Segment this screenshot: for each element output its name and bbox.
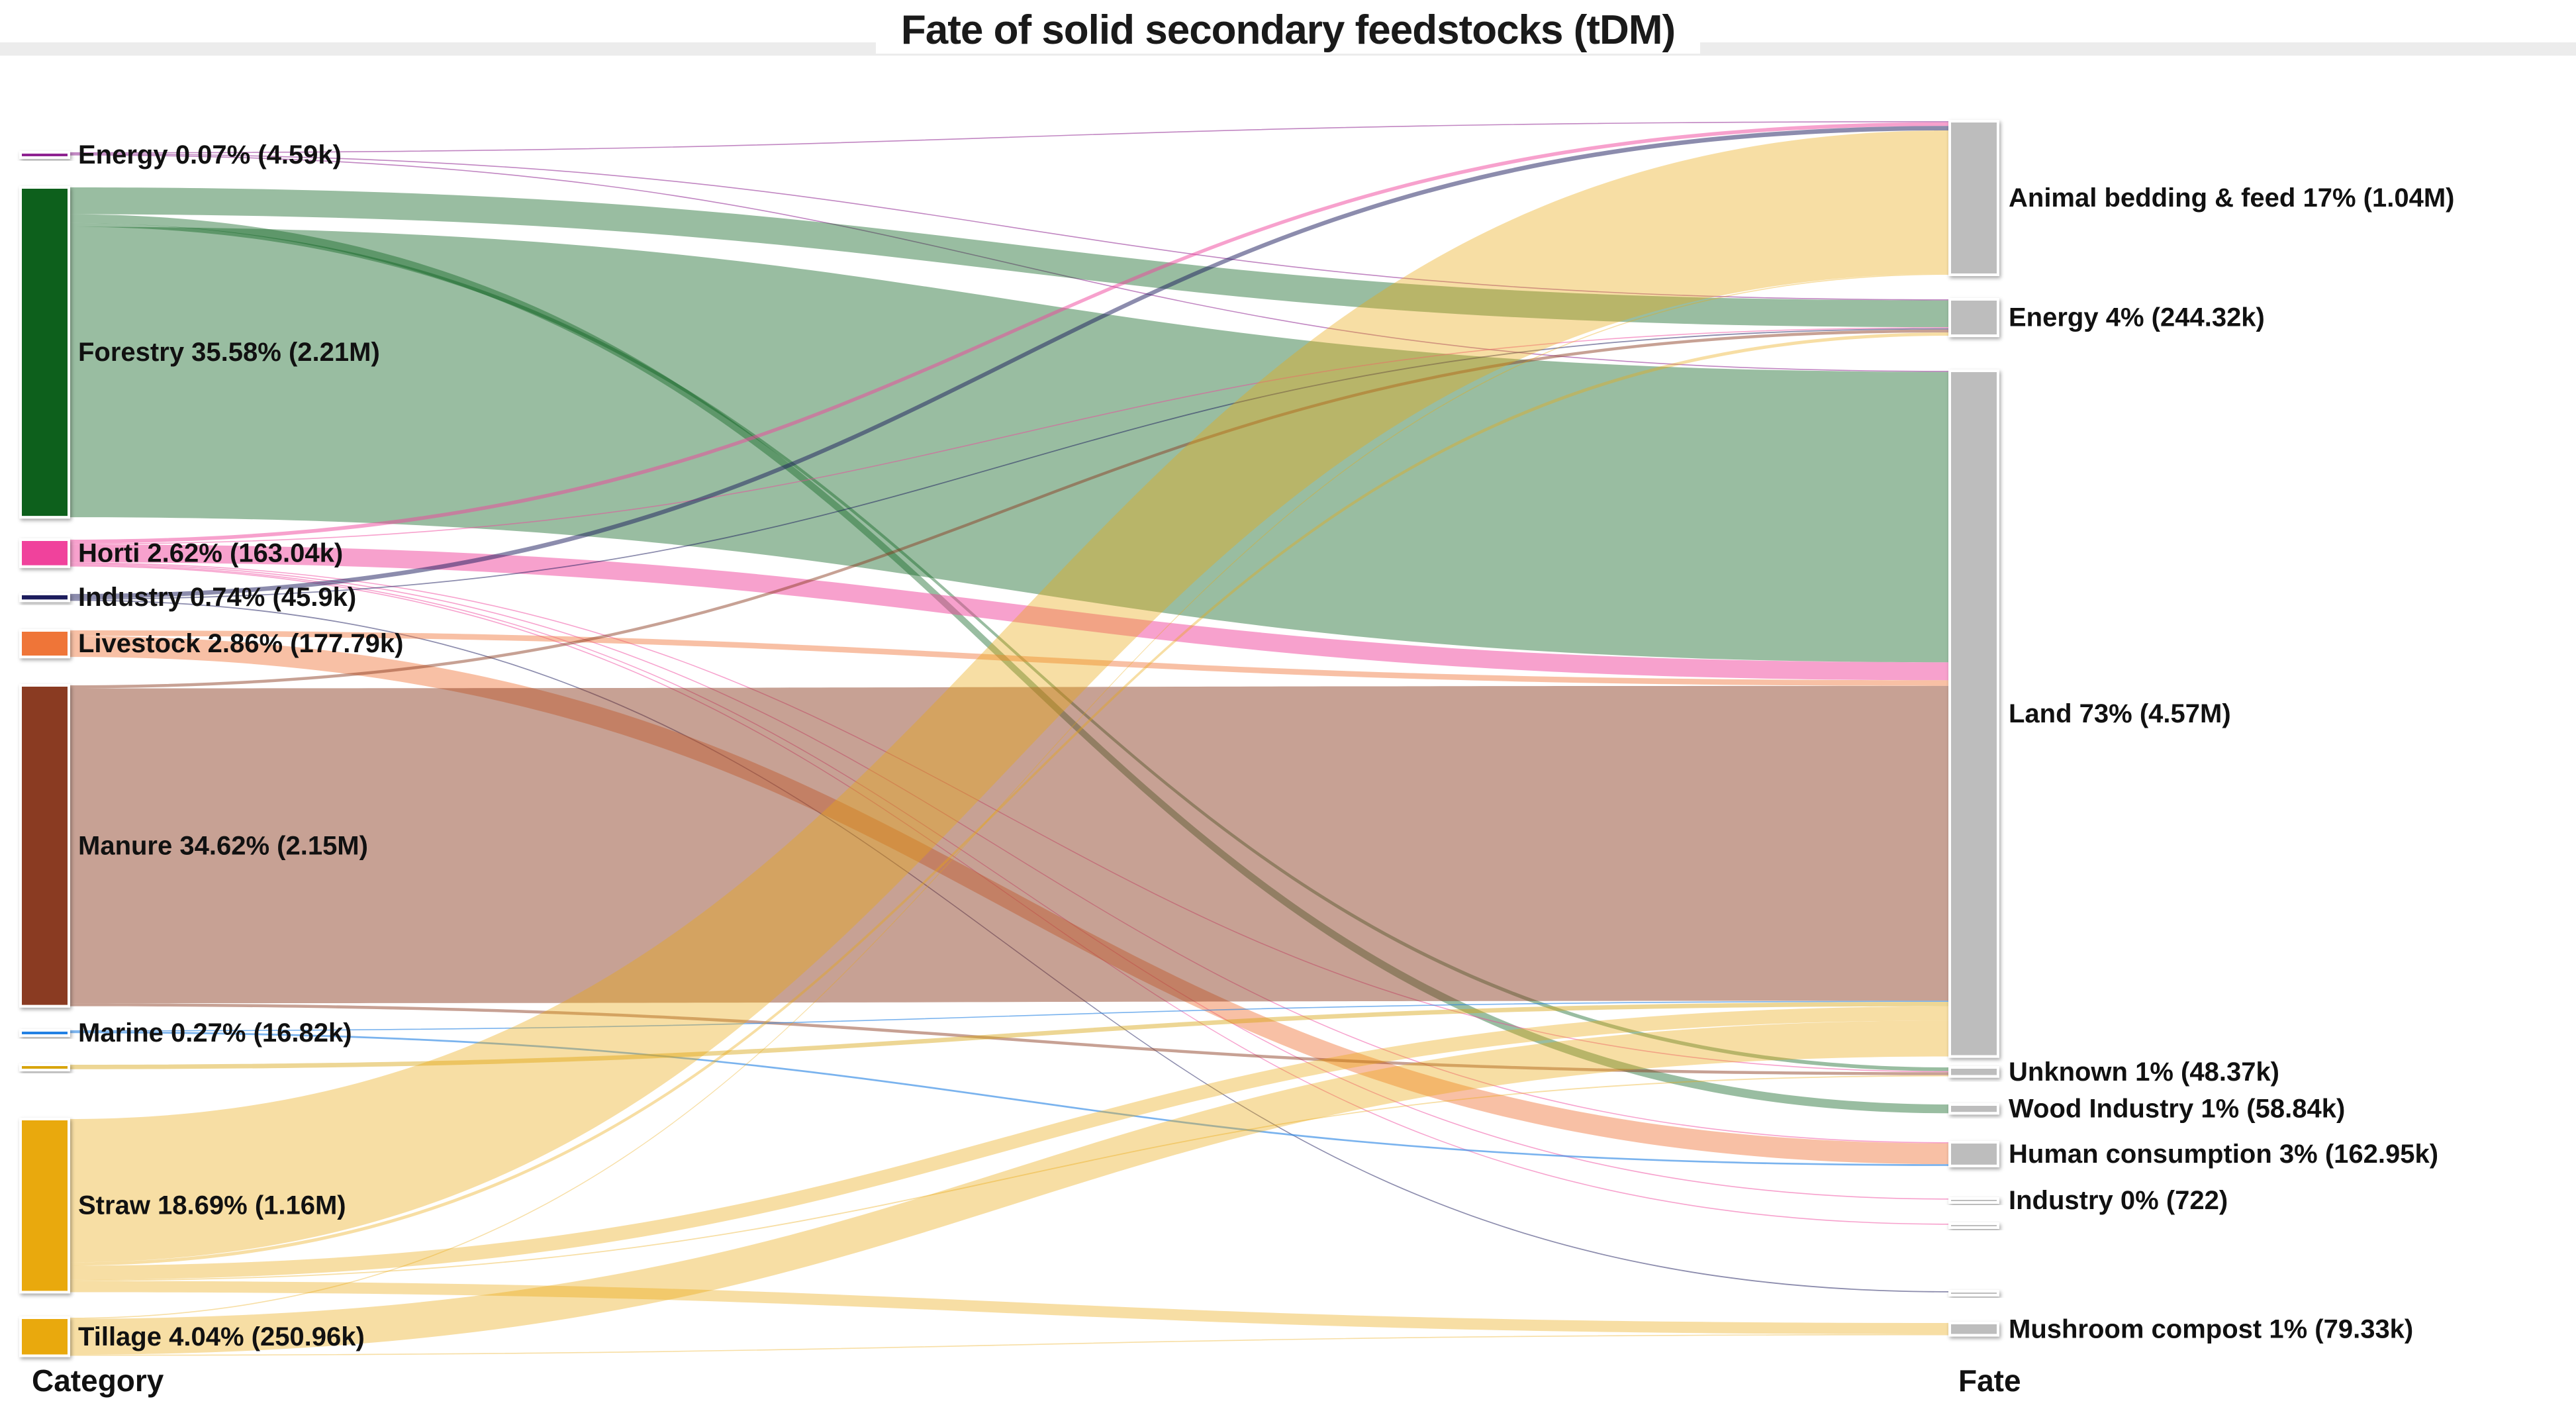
sankey-node-other_right_2[interactable] bbox=[1948, 1290, 1999, 1297]
sankey-labels-layer: Energy 0.07% (4.59k) Forestry 35.58% (2.2… bbox=[78, 140, 2454, 1351]
sankey-link-industry-other_right_2[interactable] bbox=[69, 599, 1950, 1293]
sankey-node-other_left[interactable] bbox=[19, 1063, 70, 1071]
sankey-node-straw[interactable] bbox=[19, 1118, 70, 1294]
sankey-link-straw-energy_fate[interactable] bbox=[69, 332, 1950, 1266]
sankey-link-horti-human_consumption[interactable] bbox=[69, 563, 1950, 1144]
chart-title-text: Fate of solid secondary feedstocks (tDM) bbox=[875, 7, 1701, 54]
sankey-node-tillage[interactable] bbox=[19, 1316, 70, 1357]
sankey-link-straw-animal_bedding[interactable] bbox=[69, 130, 1950, 1263]
sankey-link-marine-human_consumption[interactable] bbox=[69, 1031, 1950, 1166]
sankey-link-tillage-mushroom_compost[interactable] bbox=[69, 1334, 1950, 1356]
sankey-link-energy-land[interactable] bbox=[69, 154, 1950, 372]
node-label-human_consumption: Human consumption 3% (162.95k) bbox=[2009, 1140, 2438, 1169]
sankey-link-horti-other_right_1[interactable] bbox=[69, 565, 1950, 1225]
sankey-link-other_left-land[interactable] bbox=[69, 1002, 1950, 1069]
sankey-node-industry[interactable] bbox=[19, 593, 70, 603]
sankey-link-energy-animal_bedding[interactable] bbox=[69, 121, 1950, 154]
node-label-forestry: Forestry 35.58% (2.21M) bbox=[78, 338, 380, 367]
sankey-link-livestock-land[interactable] bbox=[69, 630, 1950, 686]
sankey-node-other_right_1[interactable] bbox=[1948, 1222, 1999, 1229]
sankey-link-forestry-wood_industry[interactable] bbox=[69, 214, 1950, 1114]
sankey-node-energy_fate[interactable] bbox=[1948, 298, 1999, 338]
node-label-tillage: Tillage 4.04% (250.96k) bbox=[78, 1322, 365, 1351]
sankey-node-energy[interactable] bbox=[19, 151, 70, 159]
sankey-node-land[interactable] bbox=[1948, 369, 1999, 1058]
sankey-link-horti-energy_fate[interactable] bbox=[69, 327, 1950, 545]
node-label-energy: Energy 0.07% (4.59k) bbox=[78, 140, 342, 170]
sankey-link-manure-unknown[interactable] bbox=[69, 1003, 1950, 1075]
sankey-link-horti-land[interactable] bbox=[69, 544, 1950, 681]
node-label-land: Land 73% (4.57M) bbox=[2009, 699, 2231, 728]
sankey-link-industry-animal_bedding[interactable] bbox=[69, 126, 1950, 599]
chart-title: Fate of solid secondary feedstocks (tDM) bbox=[0, 7, 2576, 54]
sankey-node-human_consumption[interactable] bbox=[1948, 1141, 1999, 1167]
sankey-link-horti-animal_bedding[interactable] bbox=[69, 122, 1950, 544]
sankey-link-tillage-animal_bedding[interactable] bbox=[69, 273, 1950, 1319]
node-label-animal_bedding: Animal bedding & feed 17% (1.04M) bbox=[2009, 183, 2454, 213]
sankey-link-energy-energy_fate[interactable] bbox=[69, 153, 1950, 301]
node-label-unknown: Unknown 1% (48.37k) bbox=[2009, 1057, 2279, 1087]
sankey-node-forestry[interactable] bbox=[19, 186, 70, 519]
sankey-node-livestock[interactable] bbox=[19, 629, 70, 659]
sankey-link-industry-energy_fate[interactable] bbox=[69, 328, 1950, 600]
sankey-node-manure[interactable] bbox=[19, 684, 70, 1008]
sankey-node-unknown[interactable] bbox=[1948, 1066, 1999, 1078]
sankey-node-horti[interactable] bbox=[19, 538, 70, 568]
sankey-link-tillage-land[interactable] bbox=[69, 1020, 1950, 1355]
node-label-straw: Straw 18.69% (1.16M) bbox=[78, 1191, 346, 1220]
sankey-link-horti-unknown[interactable] bbox=[69, 562, 1950, 1073]
sankey-link-manure-energy_fate[interactable] bbox=[69, 329, 1950, 689]
sankey-link-straw-mushroom_compost[interactable] bbox=[69, 1281, 1950, 1334]
node-label-mushroom_compost: Mushroom compost 1% (79.33k) bbox=[2009, 1314, 2413, 1344]
sankey-link-forestry-unknown[interactable] bbox=[69, 222, 1950, 1071]
sankey-links-layer bbox=[69, 121, 1950, 1356]
sankey-link-straw-unknown[interactable] bbox=[69, 1075, 1950, 1281]
sankey-link-marine-land[interactable] bbox=[69, 1001, 1950, 1032]
node-label-horti: Horti 2.62% (163.04k) bbox=[78, 538, 343, 567]
sankey-node-animal_bedding[interactable] bbox=[1948, 120, 1999, 276]
sankey-node-marine[interactable] bbox=[19, 1029, 70, 1037]
sankey-node-wood_industry[interactable] bbox=[1948, 1103, 1999, 1115]
node-label-energy_fate: Energy 4% (244.32k) bbox=[2009, 303, 2265, 332]
right-column-axis-label: Fate bbox=[1958, 1363, 2021, 1398]
node-label-marine: Marine 0.27% (16.82k) bbox=[78, 1018, 352, 1048]
node-label-livestock: Livestock 2.86% (177.79k) bbox=[78, 629, 403, 658]
sankey-link-straw-land[interactable] bbox=[69, 1006, 1950, 1280]
node-label-wood_industry: Wood Industry 1% (58.84k) bbox=[2009, 1095, 2345, 1124]
sankey-link-manure-land[interactable] bbox=[69, 685, 1950, 1004]
sankey-link-forestry-energy_fate[interactable] bbox=[69, 187, 1950, 328]
sankey-link-forestry-land[interactable] bbox=[69, 226, 1950, 663]
left-column-axis-label: Category bbox=[32, 1363, 164, 1398]
node-label-industry: Industry 0.74% (45.9k) bbox=[78, 583, 356, 612]
sankey-node-industry_fate[interactable] bbox=[1948, 1197, 1999, 1204]
sankey-nodes-layer bbox=[19, 120, 1999, 1357]
node-label-industry_fate: Industry 0% (722) bbox=[2009, 1186, 2228, 1215]
node-label-manure: Manure 34.62% (2.15M) bbox=[78, 831, 368, 860]
sankey-link-horti-industry_fate[interactable] bbox=[69, 564, 1950, 1200]
sankey-link-livestock-human_consumption[interactable] bbox=[69, 636, 1950, 1165]
sankey-node-mushroom_compost[interactable] bbox=[1948, 1322, 1999, 1337]
